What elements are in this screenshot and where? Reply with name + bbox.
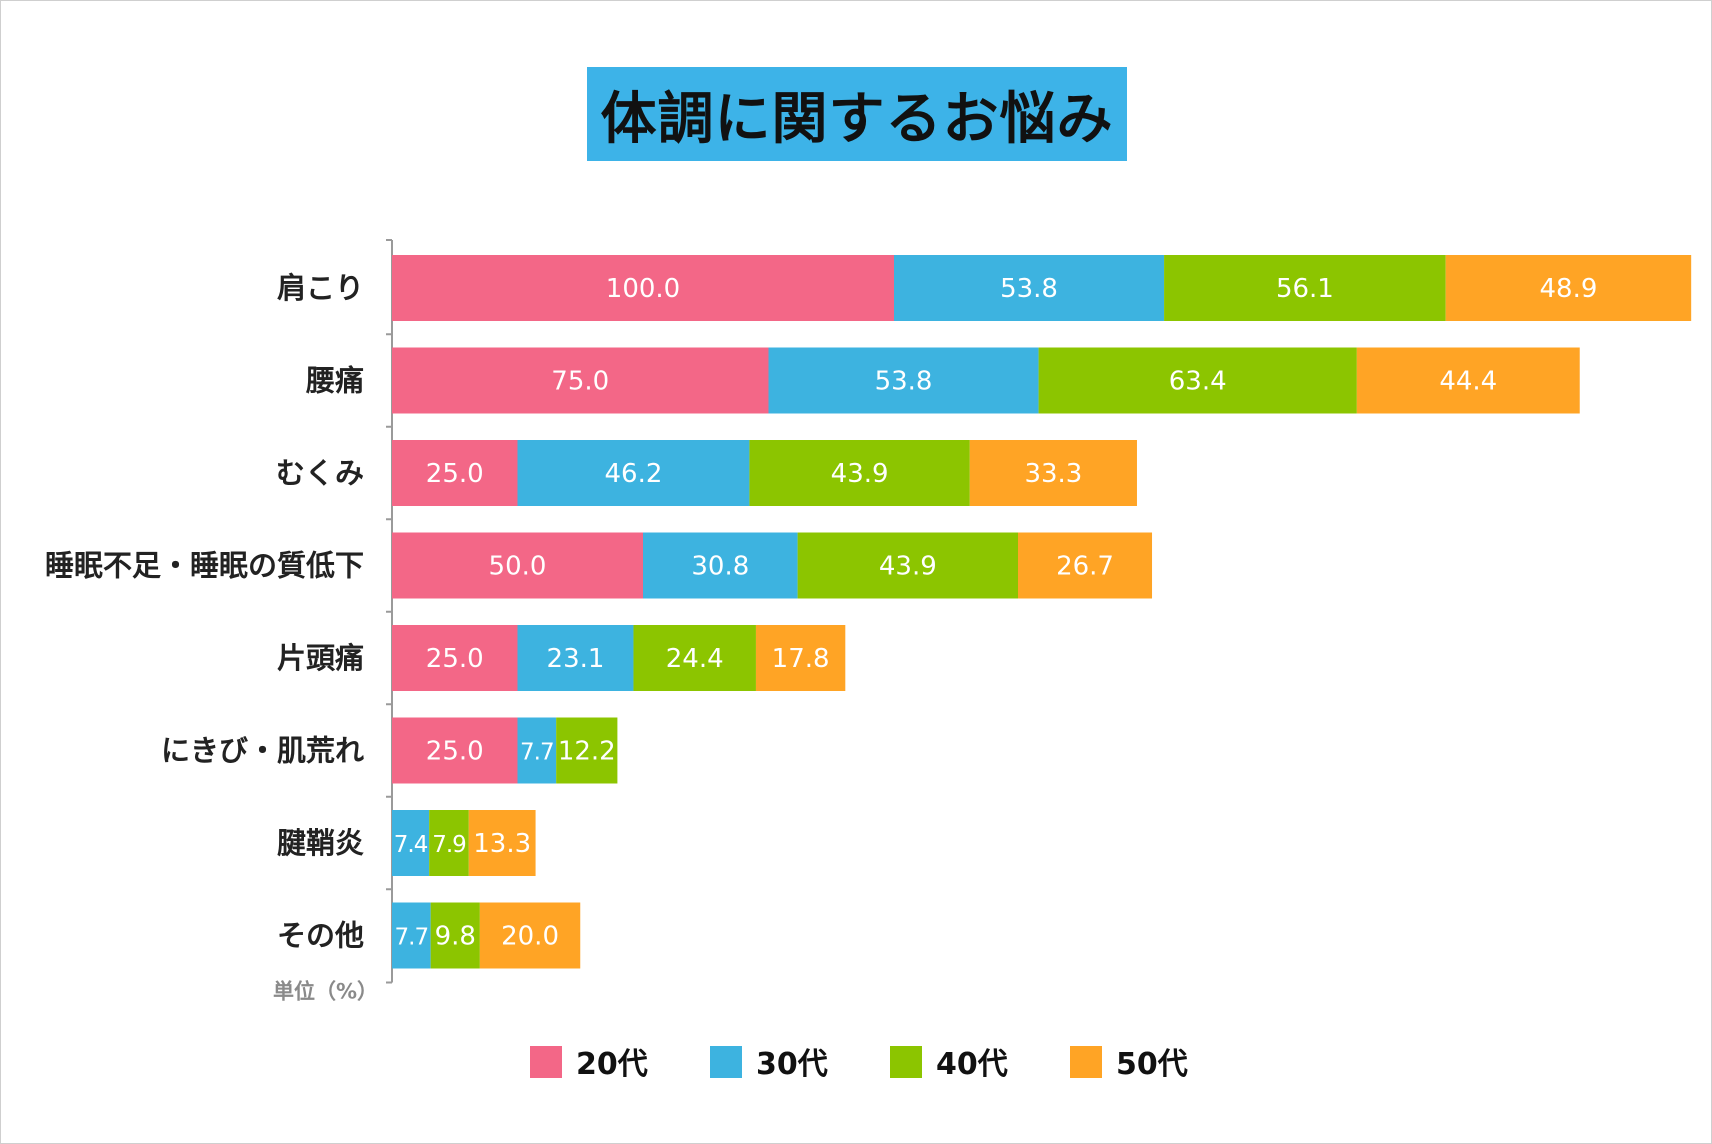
bar-segment xyxy=(755,625,846,691)
legend-label: 50代 xyxy=(1116,1047,1188,1082)
data-label: 7.7 xyxy=(395,925,429,951)
bar-segment xyxy=(797,532,1018,599)
bar-segment xyxy=(749,440,970,506)
bar-segment xyxy=(1445,255,1692,321)
bar-segment xyxy=(430,902,480,969)
bar-segment xyxy=(392,347,769,414)
bar-segment xyxy=(479,902,581,969)
category-label: にきび・肌荒れ xyxy=(161,734,364,768)
data-label: 46.2 xyxy=(605,459,663,489)
category-label: 腱鞘炎 xyxy=(277,826,364,860)
category-label: むくみ xyxy=(276,456,364,490)
legend-label: 40代 xyxy=(936,1047,1008,1082)
data-label: 63.4 xyxy=(1169,367,1227,397)
category-label: その他 xyxy=(277,919,364,953)
data-label: 75.0 xyxy=(551,367,609,397)
data-label: 30.8 xyxy=(691,552,749,582)
data-label: 48.9 xyxy=(1539,274,1597,304)
data-label: 7.4 xyxy=(394,832,428,858)
bar-segment xyxy=(969,440,1137,506)
data-label: 53.8 xyxy=(1000,274,1058,304)
data-label: 43.9 xyxy=(831,459,889,489)
bar-segment xyxy=(468,810,536,876)
bar-segment xyxy=(643,532,798,599)
bar-segment xyxy=(1164,255,1446,321)
data-label: 23.1 xyxy=(547,644,605,674)
chart-title: 体調に関するお悩み xyxy=(600,86,1114,152)
data-label: 25.0 xyxy=(426,644,484,674)
data-label: 100.0 xyxy=(606,274,680,304)
data-label: 56.1 xyxy=(1276,274,1334,304)
data-label: 33.3 xyxy=(1024,459,1082,489)
legend-label: 30代 xyxy=(756,1047,828,1082)
data-label: 13.3 xyxy=(473,829,531,859)
data-label: 53.8 xyxy=(875,367,933,397)
data-label: 43.9 xyxy=(879,552,937,582)
bar-segment xyxy=(392,902,431,969)
category-label: 腰痛 xyxy=(305,364,364,398)
bar-segment xyxy=(517,625,634,691)
bar-segment xyxy=(392,532,643,599)
bar-segment xyxy=(392,810,430,876)
chart-title-box: 体調に関するお悩み xyxy=(587,67,1127,161)
bar-segment xyxy=(392,625,518,691)
bar-segment xyxy=(633,625,756,691)
legend-label: 20代 xyxy=(576,1047,648,1082)
bar-segment xyxy=(1017,532,1153,599)
data-label: 7.7 xyxy=(520,740,554,766)
data-label: 17.8 xyxy=(772,644,830,674)
data-label: 44.4 xyxy=(1439,367,1497,397)
bar-segment xyxy=(392,255,894,321)
data-label: 12.2 xyxy=(558,737,616,767)
bar-segment xyxy=(768,347,1039,414)
bar-segment xyxy=(392,440,518,506)
data-label: 50.0 xyxy=(489,552,547,582)
data-label: 7.9 xyxy=(432,832,466,858)
data-label: 9.8 xyxy=(435,922,476,952)
bar-segment xyxy=(429,810,469,876)
bar-segment xyxy=(1038,347,1357,414)
category-label: 睡眠不足・睡眠の質低下 xyxy=(45,549,364,583)
bar-segment xyxy=(517,717,557,784)
bar-segment xyxy=(392,717,518,784)
bar-segment xyxy=(894,255,1165,321)
category-label: 肩こり xyxy=(277,271,364,305)
legend-swatch xyxy=(890,1046,922,1078)
unit-label: 単位（%） xyxy=(273,980,378,1004)
category-label: 片頭痛 xyxy=(277,641,364,675)
legend-swatch xyxy=(710,1046,742,1078)
bar-segment xyxy=(556,717,618,784)
data-label: 25.0 xyxy=(426,459,484,489)
data-label: 24.4 xyxy=(666,644,724,674)
legend-swatch xyxy=(530,1046,562,1078)
data-label: 26.7 xyxy=(1056,552,1114,582)
bar-segment xyxy=(517,440,750,506)
data-label: 20.0 xyxy=(501,922,559,952)
data-label: 25.0 xyxy=(426,737,484,767)
bar-segment xyxy=(1356,347,1580,414)
legend-swatch xyxy=(1070,1046,1102,1078)
